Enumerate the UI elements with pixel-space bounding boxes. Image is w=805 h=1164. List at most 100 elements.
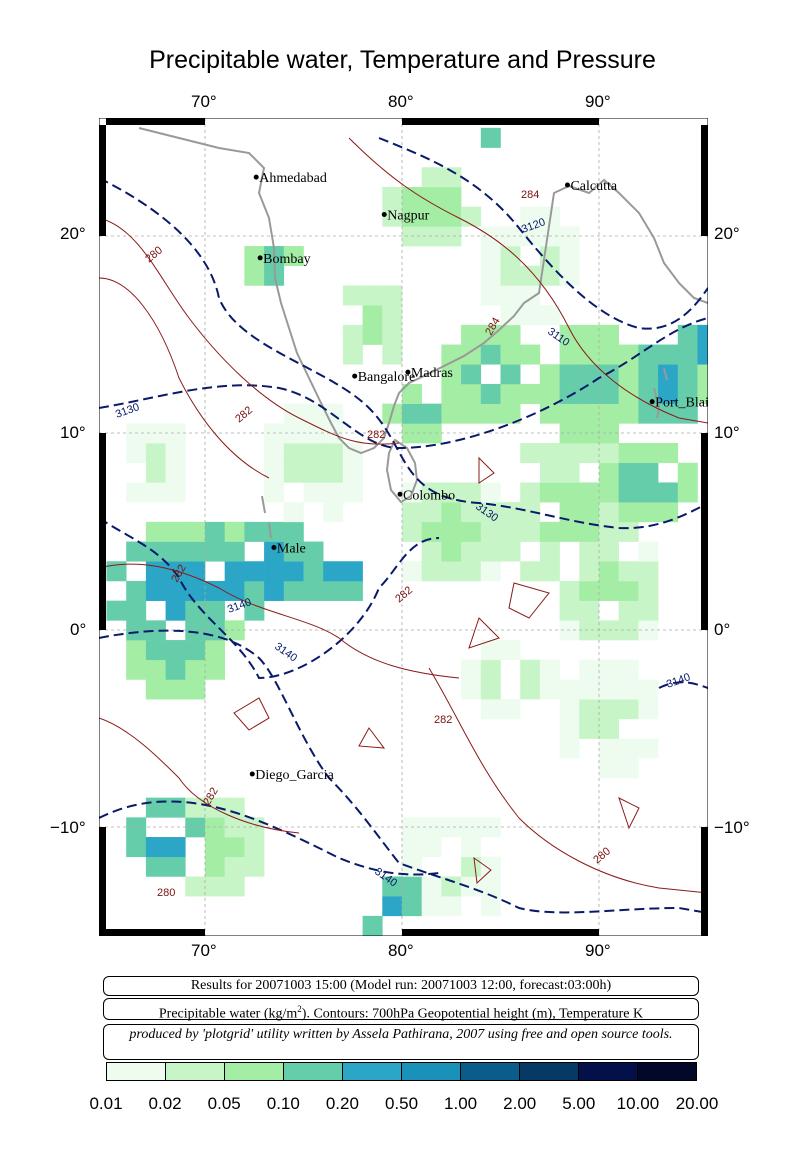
pw-cell bbox=[559, 246, 580, 267]
pw-cell bbox=[244, 856, 265, 877]
temperature-label: 282 bbox=[367, 429, 385, 441]
pw-cell bbox=[244, 265, 265, 286]
pw-cell bbox=[204, 541, 225, 562]
lat-tick-right-m10: −10° bbox=[714, 818, 750, 837]
pw-cell bbox=[579, 600, 600, 621]
pw-cell bbox=[401, 502, 422, 523]
pw-cell bbox=[283, 502, 304, 523]
pw-cell bbox=[618, 679, 639, 700]
info-run-time: Results for 20071003 15:00 (Model run: 2… bbox=[103, 976, 699, 996]
pw-cell bbox=[579, 561, 600, 582]
pw-cell bbox=[441, 561, 462, 582]
pw-cell bbox=[165, 659, 186, 680]
pw-cell bbox=[598, 679, 619, 700]
pw-cell bbox=[559, 383, 580, 404]
pw-cell bbox=[441, 817, 462, 838]
pw-cell bbox=[618, 502, 639, 523]
pw-cell bbox=[480, 344, 501, 365]
pw-cell bbox=[638, 561, 659, 582]
pw-cell bbox=[145, 541, 166, 562]
pw-cell bbox=[342, 285, 363, 306]
pw-cell bbox=[204, 797, 225, 818]
pw-cell bbox=[500, 265, 521, 286]
pw-cell bbox=[500, 226, 521, 247]
pw-cell bbox=[638, 699, 659, 720]
pw-cell bbox=[165, 462, 186, 483]
pw-cell bbox=[264, 580, 285, 601]
info-variables-suffix: ). Contours: 700hPa Geopotential height … bbox=[301, 1006, 644, 1022]
pw-cell bbox=[421, 186, 442, 207]
pw-cell bbox=[480, 679, 501, 700]
pw-cell bbox=[145, 482, 166, 503]
pw-cell bbox=[598, 561, 619, 582]
pw-cell bbox=[500, 305, 521, 326]
pw-cell bbox=[323, 561, 344, 582]
city-label: Calcutta bbox=[570, 179, 617, 194]
colorbar-tick-label: 2.00 bbox=[503, 1094, 537, 1113]
pw-cell bbox=[579, 679, 600, 700]
pw-cell bbox=[204, 600, 225, 621]
pw-cell bbox=[598, 758, 619, 779]
pw-cell bbox=[618, 521, 639, 542]
pw-cell bbox=[579, 699, 600, 720]
lat-tick-left-10: 10° bbox=[60, 423, 86, 442]
pw-cell bbox=[658, 344, 679, 365]
pw-cell bbox=[618, 699, 639, 720]
pw-cell bbox=[520, 344, 541, 365]
city-label: Nagpur bbox=[387, 209, 429, 224]
pw-cell bbox=[264, 462, 285, 483]
city-dot bbox=[352, 373, 358, 379]
colorbar-tick-label: 0.10 bbox=[266, 1094, 300, 1113]
pw-cell bbox=[677, 482, 698, 503]
pw-cell bbox=[579, 580, 600, 601]
pw-cell bbox=[126, 443, 147, 464]
pw-cell bbox=[382, 344, 403, 365]
colorbar-tick-label: 0.01 bbox=[89, 1094, 123, 1113]
lon-tick-bottom-90: 90° bbox=[585, 941, 611, 960]
pw-cell bbox=[618, 344, 639, 365]
lat-tick-right-20: 20° bbox=[714, 224, 740, 243]
pw-cell bbox=[244, 521, 265, 542]
pw-cell bbox=[401, 837, 422, 858]
colorbar-tick-label: 0.50 bbox=[384, 1094, 419, 1113]
colorbar-swatch bbox=[638, 1063, 696, 1080]
pw-cell bbox=[618, 600, 639, 621]
pw-cell bbox=[598, 324, 619, 345]
pw-cell bbox=[145, 837, 166, 858]
pw-cell bbox=[539, 482, 560, 503]
colorbar-tick-label: 0.02 bbox=[148, 1094, 182, 1113]
pw-cell bbox=[126, 659, 147, 680]
pw-cell bbox=[559, 403, 580, 424]
pw-cell bbox=[579, 443, 600, 464]
colorbar-swatch bbox=[343, 1063, 402, 1080]
pw-cell bbox=[342, 462, 363, 483]
pw-cell bbox=[421, 561, 442, 582]
pw-cell bbox=[520, 383, 541, 404]
pw-cell bbox=[165, 837, 186, 858]
pw-cell bbox=[520, 659, 541, 680]
pw-cell bbox=[461, 324, 482, 345]
pw-cell bbox=[579, 659, 600, 680]
pw-cell bbox=[401, 521, 422, 542]
pw-cell bbox=[598, 423, 619, 444]
lat-tick-right-0: 0° bbox=[714, 620, 731, 639]
colorbar-swatch bbox=[107, 1063, 166, 1080]
pw-cell bbox=[441, 186, 462, 207]
geopotential-contours bbox=[98, 137, 709, 914]
pw-cell bbox=[598, 541, 619, 562]
info-credits: produced by 'plotgrid' utility written b… bbox=[103, 1024, 699, 1060]
pw-cell bbox=[638, 738, 659, 759]
pw-cell bbox=[598, 344, 619, 365]
pw-cell bbox=[401, 206, 422, 227]
pw-cell bbox=[638, 344, 659, 365]
lon-tick-top-70: 70° bbox=[191, 92, 217, 111]
pw-cell bbox=[598, 482, 619, 503]
pw-cell bbox=[382, 324, 403, 345]
pw-cell bbox=[382, 206, 403, 227]
pw-cell bbox=[677, 324, 698, 345]
pw-cell bbox=[224, 580, 245, 601]
pw-cell bbox=[264, 482, 285, 503]
pw-cell bbox=[421, 896, 442, 917]
pw-cell bbox=[244, 246, 265, 267]
city-dot bbox=[381, 212, 387, 218]
